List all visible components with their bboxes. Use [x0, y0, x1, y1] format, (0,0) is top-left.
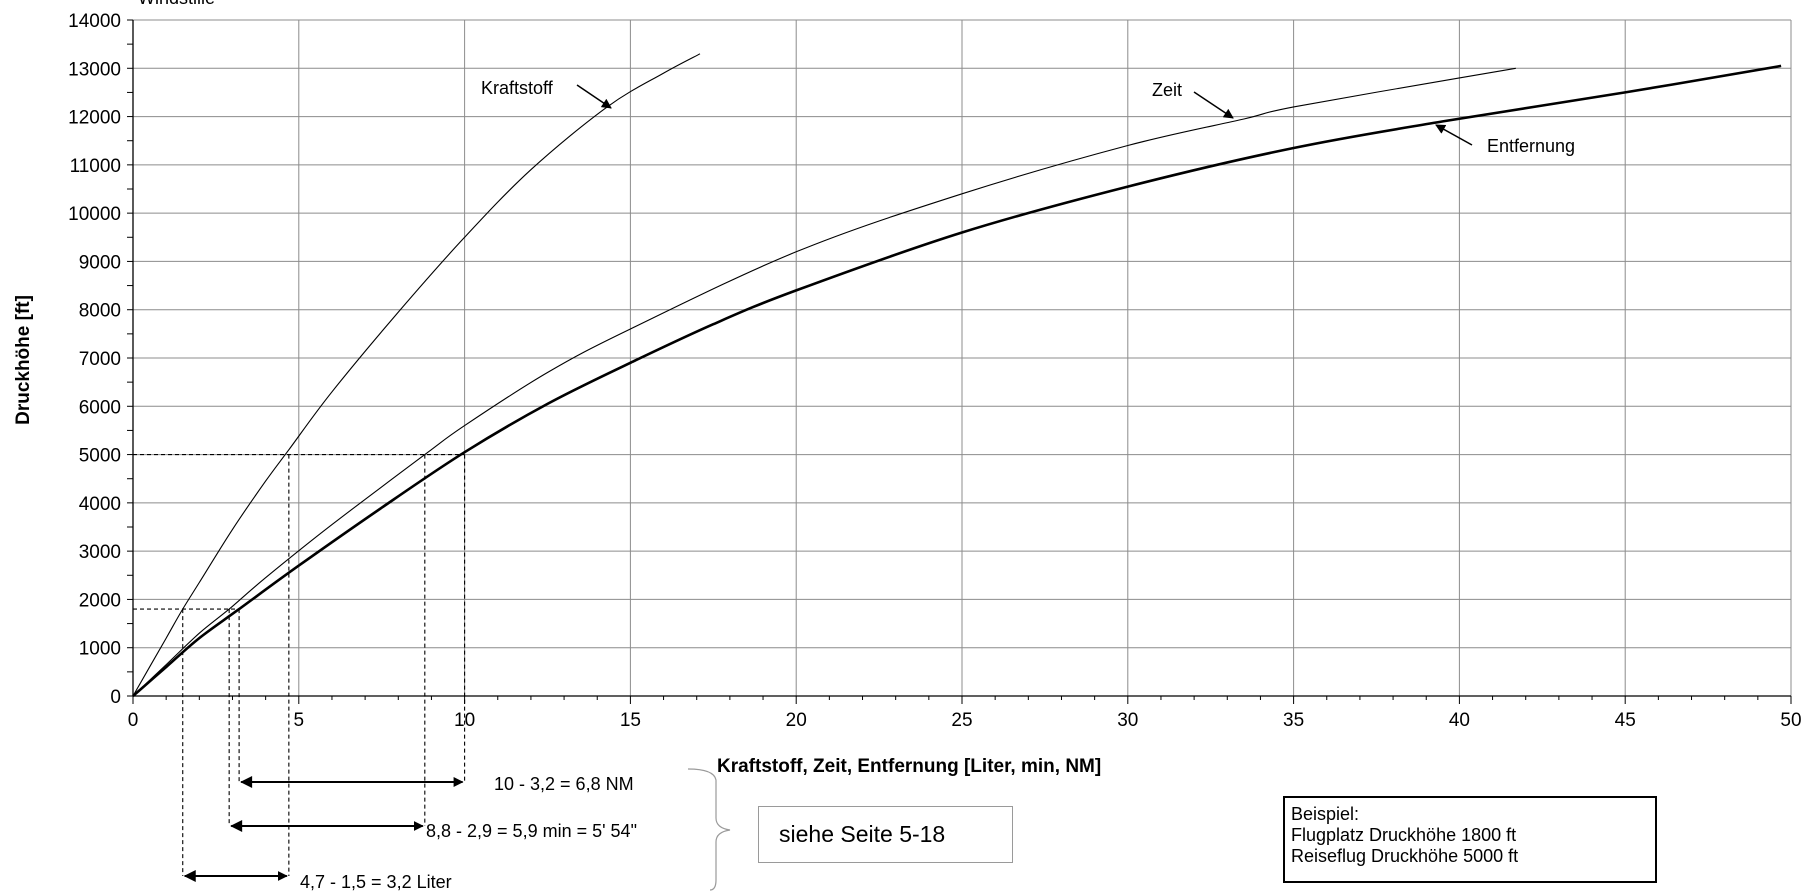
x-tick-label: 20	[786, 710, 807, 731]
y-tick-label: 2000	[79, 590, 121, 611]
y-tick-label: 9000	[79, 252, 121, 273]
y-tick-label: 12000	[68, 108, 121, 129]
y-axis-title: Druckhöhe [ft]	[13, 295, 34, 425]
y-tick-label: 5000	[79, 446, 121, 467]
reference-note: siehe Seite 5-18	[758, 806, 1013, 863]
y-tick-label: 8000	[79, 301, 121, 322]
arrowhead-start	[230, 820, 243, 832]
x-tick-label: 25	[951, 710, 972, 731]
y-tick-label: 13000	[68, 59, 121, 80]
series-line-entfernung	[132, 64, 1782, 697]
series-line-zeit	[132, 67, 1516, 697]
x-tick-label: 45	[1615, 710, 1636, 731]
series-line-kraftstoff	[132, 53, 701, 697]
y-tick-label: 6000	[79, 397, 121, 418]
x-tick-label: 50	[1780, 710, 1801, 731]
y-tick-label: 14000	[68, 11, 121, 32]
x-axis-title: Kraftstoff, Zeit, Entfernung [Liter, min…	[717, 756, 1101, 777]
y-tick-label: 0	[110, 687, 121, 708]
y-tick-label: 3000	[79, 542, 121, 563]
zeit-label: Zeit	[1152, 80, 1182, 100]
y-tick-label: 10000	[68, 204, 121, 225]
reading-guides	[133, 454, 466, 882]
example-box-title: Beispiel:	[1291, 804, 1360, 824]
arrowhead-start	[183, 870, 196, 882]
x-tick-label: 35	[1283, 710, 1304, 731]
y-tick-label: 11000	[70, 156, 121, 177]
arrowhead-start	[240, 776, 253, 788]
ablesung-entfernung-label: 10 - 3,2 = 6,8 NM	[494, 774, 634, 794]
x-tick-label: 10	[454, 710, 475, 731]
entfernung-label: Entfernung	[1487, 136, 1575, 156]
x-tick-label: 0	[128, 710, 139, 731]
ablesung-zeit-label: 8,8 - 2,9 = 5,9 min = 5' 54"	[426, 821, 637, 841]
x-tick-label: 40	[1449, 710, 1470, 731]
ablesung-kraftstoff-label: 4,7 - 1,5 = 3,2 Liter	[300, 872, 452, 891]
example-box-cruise: Reiseflug Druckhöhe 5000 ft	[1291, 846, 1519, 866]
x-tick-label: 15	[620, 710, 641, 731]
zeit-label-arrow	[1193, 91, 1234, 119]
annotations: Windstille Druckhöhe [ft] Kraftstoff, Ze…	[13, 0, 1575, 891]
y-tick-label: 7000	[79, 349, 121, 370]
axes	[127, 19, 1792, 704]
example-box: Beispiel: Flugplatz Druckhöhe 1800 ft Re…	[1283, 796, 1657, 883]
kraftstoff-label-arrow	[576, 84, 612, 109]
x-tick-label: 5	[294, 710, 305, 731]
y-tick-label: 1000	[79, 639, 121, 660]
grid	[132, 19, 1792, 697]
partial-top-text: Windstille	[138, 0, 215, 8]
y-tick-label: 4000	[79, 494, 121, 515]
tick-labels: 0 5 10 15 20 25 30 35 40 45 50 0 1000 2000 3000 4000 500…	[68, 11, 1801, 731]
ref-brace	[687, 768, 731, 891]
series	[132, 53, 1782, 697]
x-tick-label: 30	[1117, 710, 1138, 731]
kraftstoff-label: Kraftstoff	[481, 78, 554, 98]
example-box-airfield: Flugplatz Druckhöhe 1800 ft	[1291, 825, 1517, 845]
entfernung-label-arrow	[1435, 124, 1473, 146]
